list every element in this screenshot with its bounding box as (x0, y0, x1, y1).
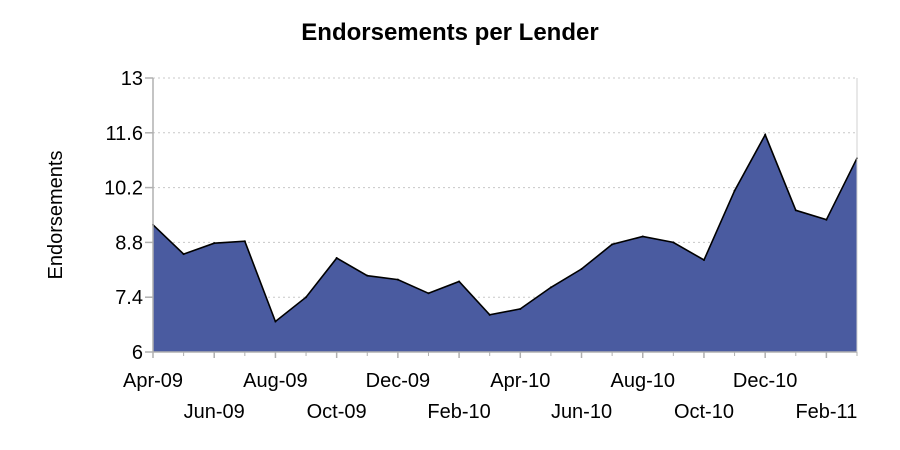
chart-title: Endorsements per Lender (301, 19, 598, 46)
y-axis-label: Endorsements (45, 151, 67, 280)
data-point-Aug-09 (274, 320, 277, 323)
data-point-Dec-09 (396, 278, 399, 281)
data-point-Dec-10 (764, 133, 767, 136)
data-point-May-09 (182, 253, 185, 256)
data-point-Oct-09 (335, 257, 338, 260)
data-point-Feb-10 (458, 280, 461, 283)
data-point-Sep-09 (305, 296, 308, 299)
data-point-Jun-09 (213, 242, 216, 245)
series-area (153, 134, 857, 352)
y-tick-label: 8.8 (115, 232, 143, 254)
data-point-Nov-10 (733, 189, 736, 192)
y-tick-label: 7.4 (115, 287, 143, 309)
x-tick-label: Dec-09 (366, 370, 430, 392)
data-point-Sep-10 (672, 241, 675, 244)
data-point-Apr-10 (519, 307, 522, 310)
y-tick-label: 6 (132, 342, 143, 364)
x-tick-label: Jun-10 (551, 401, 612, 423)
axes (152, 78, 858, 353)
x-tick-label: Oct-09 (307, 401, 367, 423)
data-point-Jan-11 (794, 209, 797, 212)
x-tick-label: Dec-10 (733, 370, 797, 392)
x-tick-label: Feb-11 (795, 401, 857, 423)
data-point-Mar-10 (488, 313, 491, 316)
x-tick-label: Apr-10 (490, 370, 550, 392)
x-tick-label: Aug-10 (610, 370, 675, 392)
data-point-Nov-09 (366, 274, 369, 277)
y-tick-label: 13 (121, 68, 143, 90)
data-point-Feb-11 (825, 218, 828, 221)
data-point-Jul-09 (243, 240, 246, 243)
data-point-Jan-10 (427, 292, 430, 295)
data-point-Jun-10 (580, 268, 583, 271)
x-tick-label: Jun-09 (184, 401, 245, 423)
data-point-May-10 (549, 286, 552, 289)
y-tick-label: 10.2 (104, 178, 143, 200)
x-tick-label: Oct-10 (674, 401, 734, 423)
data-point-Oct-10 (702, 259, 705, 262)
x-tick-label: Feb-10 (427, 401, 490, 423)
data-point-Jul-10 (611, 243, 614, 246)
y-tick-label: 11.6 (106, 123, 143, 145)
series-line (152, 132, 858, 323)
x-tick-label: Aug-09 (243, 370, 308, 392)
y-ticks: 6 7.4 8.8 10.2 11.6 13 (104, 68, 153, 364)
x-tick-label: Apr-09 (123, 370, 183, 392)
data-point-Aug-10 (641, 235, 644, 238)
